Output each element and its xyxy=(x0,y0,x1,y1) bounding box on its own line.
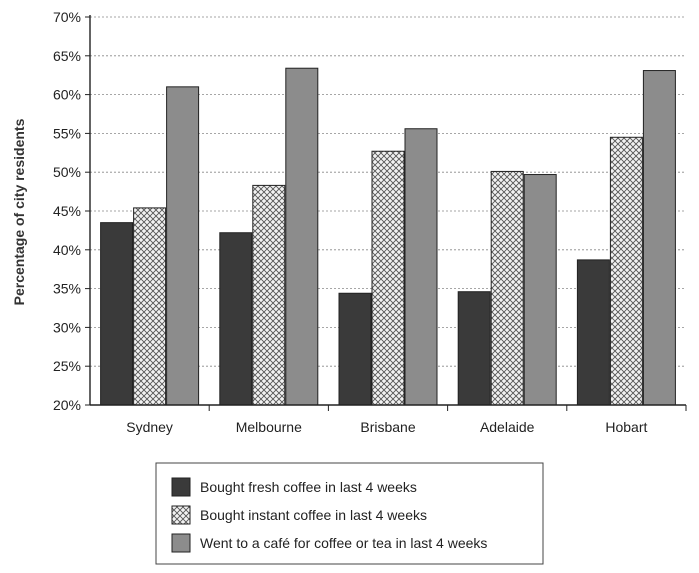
x-tick-label: Adelaide xyxy=(480,419,535,435)
x-tick-label: Hobart xyxy=(605,419,647,435)
y-tick-label: 40% xyxy=(53,242,81,258)
legend-swatch-2 xyxy=(171,505,191,525)
y-axis-label: Percentage of city residents xyxy=(11,118,27,305)
legend-label-2: Bought instant coffee in last 4 weeks xyxy=(200,507,427,523)
x-tick-label: Brisbane xyxy=(360,419,415,435)
bar-adelaide-series-1 xyxy=(457,291,491,406)
bar-brisbane-series-1 xyxy=(338,292,372,406)
bar-adelaide-series-3 xyxy=(523,174,557,406)
y-tick-label: 25% xyxy=(53,358,81,374)
legend-swatch-1 xyxy=(171,477,191,497)
bar-hobart-series-3 xyxy=(642,70,676,406)
bar-brisbane-series-2 xyxy=(371,150,405,406)
legend-label-1: Bought fresh coffee in last 4 weeks xyxy=(200,479,417,495)
bars xyxy=(100,67,676,406)
legend-label-3: Went to a café for coffee or tea in last… xyxy=(200,535,487,551)
bar-brisbane-series-3 xyxy=(404,128,438,406)
y-tick-label: 20% xyxy=(53,397,81,413)
y-tick-label: 35% xyxy=(53,281,81,297)
axes: 20% 25% 30% 35% 40% 45% 50% 55% 60% 65% 70% Sydney M… xyxy=(53,9,687,435)
bar-adelaide-series-2 xyxy=(490,170,524,406)
legend-swatch-3 xyxy=(171,533,191,553)
y-tick-label: 45% xyxy=(53,203,81,219)
bar-sydney-series-1 xyxy=(100,222,134,406)
y-tick-label: 55% xyxy=(53,125,81,141)
y-tick-label: 50% xyxy=(53,164,81,180)
legend: Bought fresh coffee in last 4 weeks Bough… xyxy=(155,462,544,565)
y-tick-label: 30% xyxy=(53,319,81,335)
bar-melbourne-series-1 xyxy=(219,232,253,406)
bar-melbourne-series-3 xyxy=(285,67,319,406)
bar-sydney-series-3 xyxy=(166,86,200,406)
y-tick-label: 60% xyxy=(53,87,81,103)
bar-melbourne-series-2 xyxy=(252,184,286,406)
bar-hobart-series-1 xyxy=(576,259,610,406)
x-tick-label: Melbourne xyxy=(236,419,302,435)
legend-box xyxy=(155,462,544,565)
bar-hobart-series-2 xyxy=(609,136,643,406)
y-tick-label: 65% xyxy=(53,48,81,64)
x-tick-label: Sydney xyxy=(126,419,173,435)
y-tick-label: 70% xyxy=(53,9,81,25)
bar-sydney-series-2 xyxy=(133,207,167,406)
